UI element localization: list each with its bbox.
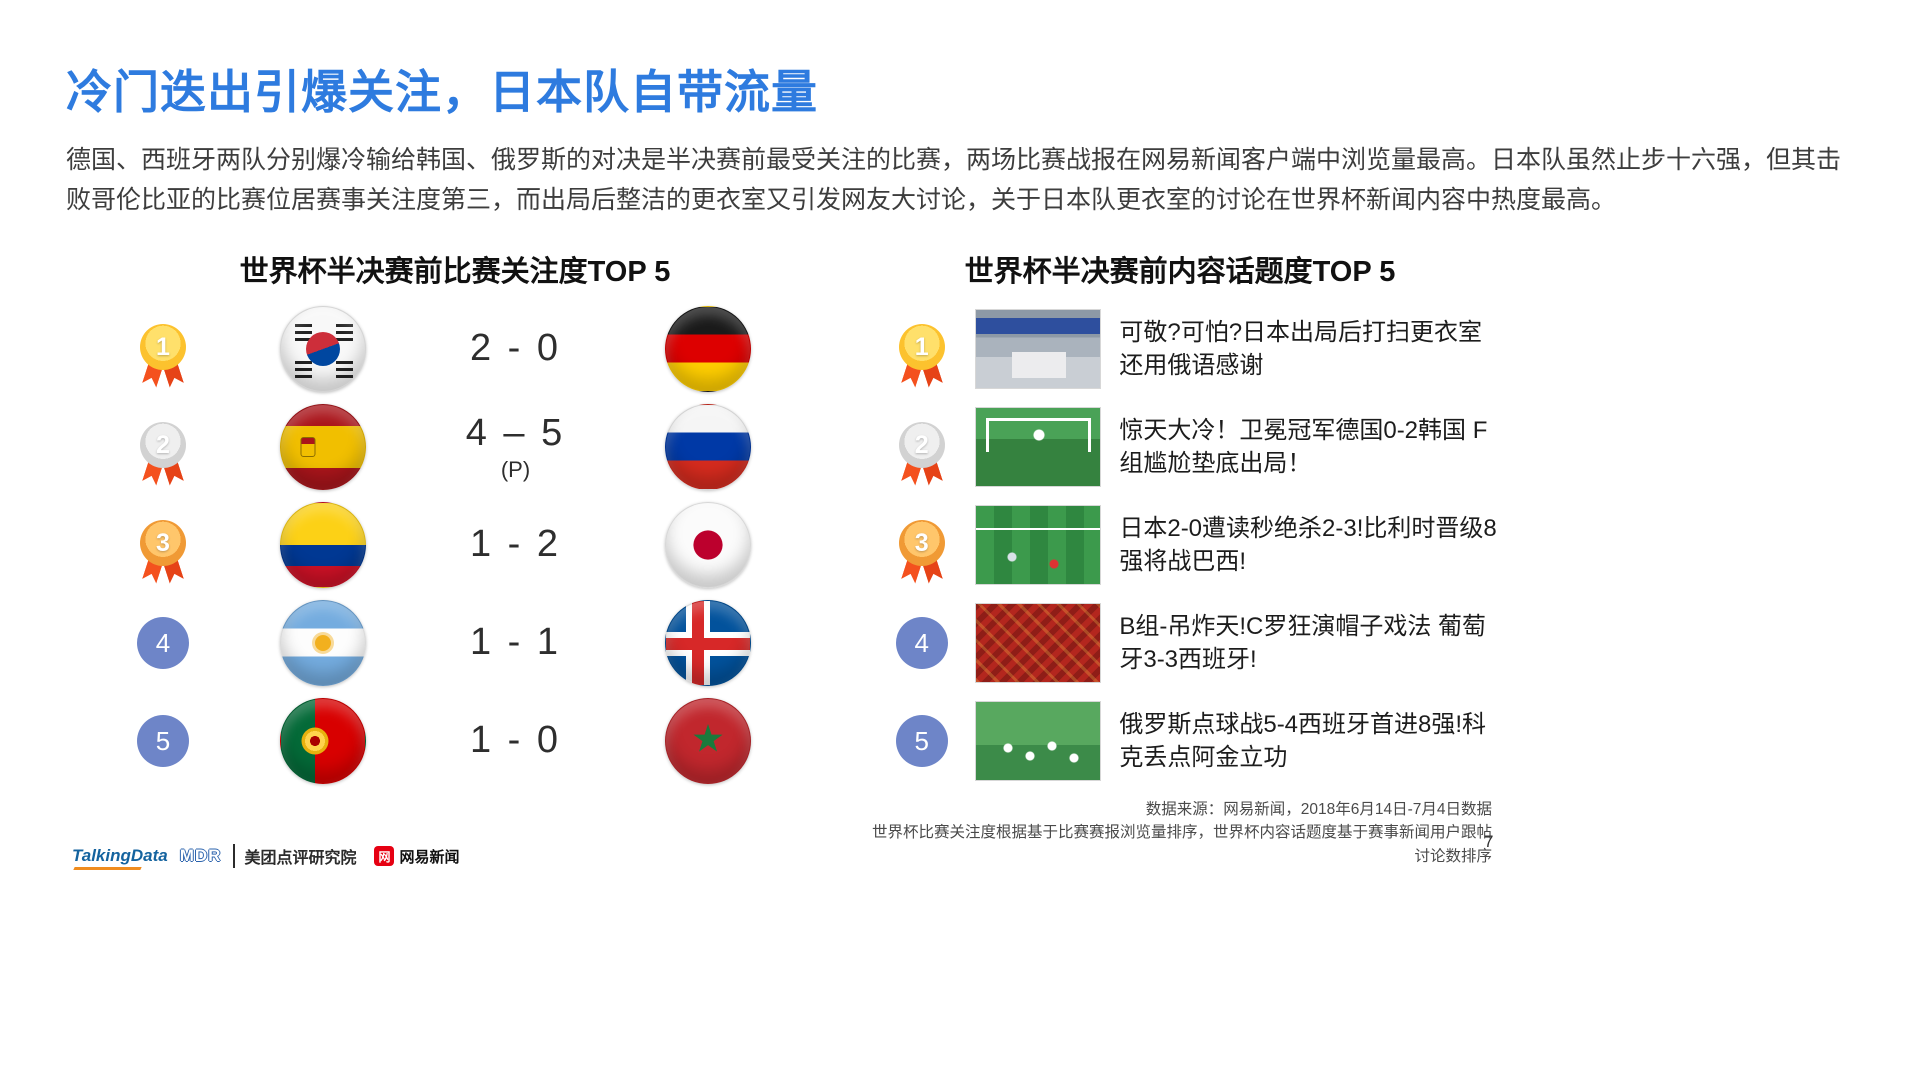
team-flag-icon (665, 600, 751, 686)
news-row: 2 惊天大冷！卫冕冠军德国0-2韩国 F组尴尬垫底出局！ (892, 398, 1507, 496)
news-headline: 俄罗斯点球战5-4西班牙首进8强!科克丢点阿金立功 (1119, 710, 1487, 771)
team-flag-icon (665, 306, 751, 392)
team-flag-icon (280, 698, 366, 784)
rank-badge: 4 (137, 617, 189, 669)
news-row: 1 可敬?可怕?日本出局后打扫更衣室 还用俄语感谢 (892, 300, 1507, 398)
team-flag-icon (280, 600, 366, 686)
rank-badge: 5 (137, 715, 189, 767)
rank-medal-icon: 2 (898, 422, 946, 496)
rank-number: 1 (140, 324, 186, 370)
netease-news-logo: 网 网易新闻 (374, 846, 459, 867)
news-row: 5 俄罗斯点球战5-4西班牙首进8强!科克丢点阿金立功 (892, 692, 1507, 790)
match-row: 3 1 - 2 (128, 496, 833, 594)
left-panel-title: 世界杯半决赛前比赛关注度TOP 5 (239, 256, 671, 288)
rank-medal-icon: 1 (898, 324, 946, 398)
team-flag-icon (665, 698, 751, 784)
team-flag-icon (280, 404, 366, 490)
rank-number: 3 (140, 520, 186, 566)
match-attention-list: 1 2 - 0 2 4 – 5 (P) (128, 300, 833, 790)
match-score: 1 - 0 (469, 718, 562, 761)
news-thumbnail (975, 407, 1102, 487)
netease-icon: 网 (374, 846, 395, 866)
rank-number: 1 (898, 324, 945, 370)
rank-medal-icon: 3 (898, 520, 946, 594)
news-thumbnail (975, 701, 1102, 781)
team-flag-icon (665, 404, 751, 490)
team-flag-icon (280, 502, 366, 588)
match-row: 2 4 – 5 (P) (128, 398, 833, 496)
mdr-logo: MDR (179, 846, 222, 865)
rank-badge: 5 (895, 715, 948, 767)
talkingdata-logo: TalkingData (72, 846, 168, 865)
score-note: (P) (500, 456, 531, 482)
rank-number: 2 (140, 422, 186, 468)
news-thumbnail (975, 603, 1102, 683)
news-row: 4 B组-吊炸天!C罗狂演帽子戏法 葡萄牙3-3西班牙! (892, 594, 1507, 692)
match-score: 1 - 1 (469, 620, 562, 663)
source-line-1: 数据来源：网易新闻，2018年6月14日-7月4日数据 (1145, 801, 1492, 818)
news-headline: 惊天大冷！卫冕冠军德国0-2韩国 F组尴尬垫底出局！ (1119, 416, 1488, 477)
match-score: 2 - 0 (469, 326, 562, 369)
rank-badge: 4 (895, 617, 948, 669)
rank-medal-icon: 3 (139, 520, 187, 594)
news-thumbnail (975, 309, 1102, 389)
team-flag-icon (665, 502, 751, 588)
match-score: 4 – 5 (465, 411, 566, 454)
meituan-research-logo: 美团点评研究院 (233, 844, 356, 868)
match-score: 1 - 2 (469, 522, 562, 565)
rank-number: 2 (898, 422, 945, 468)
rank-medal-icon: 2 (139, 422, 187, 496)
news-headline: 可敬?可怕?日本出局后打扫更衣室 还用俄语感谢 (1119, 318, 1483, 379)
match-row: 4 1 - 1 (128, 594, 833, 692)
match-row: 1 2 - 0 (128, 300, 833, 398)
page-number: 7 (1484, 832, 1494, 851)
news-headline: 日本2-0遭读秒绝杀2-3!比利时晋级8强将战巴西! (1119, 514, 1497, 575)
data-source-note: 数据来源：网易新闻，2018年6月14日-7月4日数据 世界杯比赛关注度根据基于… (860, 798, 1492, 868)
right-panel-title: 世界杯半决赛前内容话题度TOP 5 (964, 256, 1396, 288)
news-row: 3 日本2-0遭读秒绝杀2-3!比利时晋级8强将战巴西! (892, 496, 1507, 594)
team-flag-icon (280, 306, 366, 392)
content-topic-list: 1 可敬?可怕?日本出局后打扫更衣室 还用俄语感谢 2 惊天大冷！卫冕冠军德国0… (892, 300, 1507, 790)
news-thumbnail (975, 505, 1102, 585)
match-row: 5 1 - 0 (128, 692, 833, 790)
source-line-2: 世界杯比赛关注度根据基于比赛赛报浏览量排序，世界杯内容话题度基于赛事新闻用户跟帖… (871, 824, 1492, 865)
logo-bar: TalkingData MDR 美团点评研究院 网 网易新闻 (72, 844, 459, 868)
rank-number: 3 (898, 520, 945, 566)
body-paragraph: 德国、西班牙两队分别爆冷输给韩国、俄罗斯的对决是半决赛前最受关注的比赛，两场比赛… (66, 146, 1842, 214)
news-headline: B组-吊炸天!C罗狂演帽子戏法 葡萄牙3-3西班牙! (1119, 612, 1487, 673)
page-title: 冷门迭出引爆关注，日本队自带流量 (66, 66, 818, 118)
rank-medal-icon: 1 (139, 324, 187, 398)
netease-label: 网易新闻 (399, 848, 460, 866)
